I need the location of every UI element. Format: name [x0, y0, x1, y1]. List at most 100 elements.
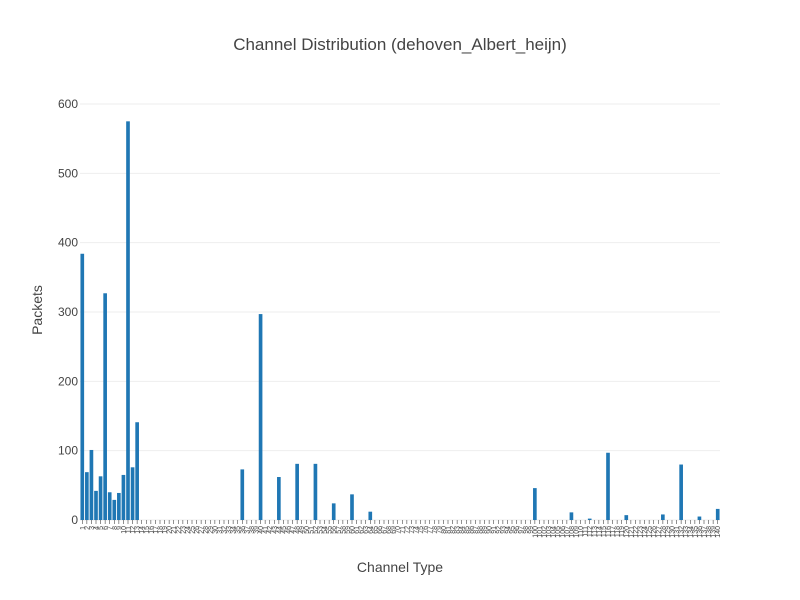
x-tick-label: 20: [167, 526, 174, 534]
x-tick-label: 122: [633, 526, 640, 538]
x-tick-label: 115: [601, 526, 608, 537]
x-tick-label: 10: [121, 526, 128, 534]
x-tick-label: 55: [327, 526, 334, 534]
bar: [295, 463, 299, 520]
bar: [135, 422, 139, 520]
bar: [94, 490, 98, 520]
x-tick-label: 102: [542, 526, 549, 538]
bar: [85, 472, 89, 520]
bar: [240, 469, 245, 520]
x-tick-label: 137: [702, 526, 709, 538]
x-tick-label: 92: [496, 526, 503, 534]
bar: [661, 514, 665, 520]
x-tick-label: 41: [263, 526, 270, 534]
x-tick-label: 74: [414, 526, 421, 534]
x-tick-label: 104: [551, 526, 558, 538]
x-tick-label: 138: [706, 526, 713, 538]
x-tick-label: 84: [459, 526, 466, 534]
x-tick-label: 88: [478, 526, 485, 534]
x-tick-label: 109: [574, 526, 581, 538]
bar: [606, 452, 610, 520]
x-tick-label: 108: [569, 526, 576, 538]
x-tick-label: 140: [715, 526, 722, 538]
x-tick-label: 131: [674, 526, 681, 538]
bar: [313, 463, 318, 520]
x-tick-label: 70: [395, 526, 402, 534]
x-tick-label: 62: [359, 526, 366, 534]
x-tick-label: 50: [304, 526, 311, 534]
x-tick-label: 29: [208, 526, 215, 534]
x-tick-label: 36: [240, 526, 247, 534]
x-tick-label: 89: [482, 526, 489, 534]
x-tick-label: 127: [656, 526, 663, 538]
x-tick-label: 56: [331, 526, 338, 534]
x-tick-label: 118: [615, 526, 622, 537]
chart-title: Channel Distribution (dehoven_Albert_hei…: [233, 35, 567, 54]
x-tick-label: 33: [226, 526, 233, 534]
x-tick-label: 123: [638, 526, 645, 538]
x-tick-label: 87: [473, 526, 480, 534]
x-tick-label: 71: [400, 526, 407, 534]
x-tick-label: 25: [190, 526, 197, 534]
x-tick-label: 111: [583, 526, 590, 537]
x-tick-label: 93: [500, 526, 507, 534]
x-tick-label: 67: [382, 526, 389, 534]
x-tick-label: 114: [596, 526, 603, 537]
bar: [130, 467, 135, 520]
x-tick-label: 72: [404, 526, 411, 534]
x-tick-label: 34: [231, 526, 238, 534]
y-axis-label: Packets: [29, 285, 45, 335]
x-tick-label: 31: [217, 526, 224, 534]
x-tick-label: 49: [299, 526, 306, 534]
x-tick-label: 24: [185, 526, 192, 534]
x-tick-label: 19: [162, 526, 169, 534]
x-tick-label: 128: [660, 526, 667, 538]
x-tick-label: 45: [281, 526, 288, 534]
bar: [103, 293, 107, 520]
x-tick-label: 15: [144, 526, 151, 534]
x-tick-label: 7: [107, 526, 114, 530]
x-tick-label: 51: [308, 526, 315, 534]
x-tick-label: 38: [249, 526, 256, 534]
x-tick-label: 57: [336, 526, 343, 534]
x-tick-label: 136: [697, 526, 704, 538]
x-tick-label: 59: [345, 526, 352, 534]
y-tick-label: 300: [58, 305, 78, 319]
x-tick-label: 22: [176, 526, 183, 534]
x-tick-label: 18: [158, 526, 165, 534]
x-tick-label: 107: [564, 526, 571, 538]
x-tick-label: 133: [683, 526, 690, 538]
x-tick-label: 3: [89, 526, 96, 530]
x-tick-label: 23: [180, 526, 187, 534]
x-tick-label: 30: [212, 526, 219, 534]
x-tick-label: 119: [619, 526, 626, 537]
x-tick-label: 79: [436, 526, 443, 534]
x-tick-label: 132: [679, 526, 686, 538]
x-tick-label: 116: [606, 526, 613, 537]
x-tick-label: 85: [464, 526, 471, 534]
x-tick-label: 106: [560, 526, 567, 538]
x-tick-label: 126: [651, 526, 658, 538]
x-tick-label: 134: [688, 526, 695, 538]
x-tick-label: 4: [94, 526, 101, 530]
x-tick-label: 58: [340, 526, 347, 534]
bar: [112, 499, 117, 520]
x-tick-label: 17: [153, 526, 160, 534]
x-axis-label: Channel Type: [357, 559, 443, 575]
bar: [587, 518, 592, 520]
x-tick-label: 135: [692, 526, 699, 538]
x-tick-label: 78: [432, 526, 439, 534]
bar: [569, 512, 574, 520]
x-tick-label: 37: [244, 526, 251, 534]
x-tick-label: 54: [322, 526, 329, 534]
x-tick-label: 44: [276, 526, 283, 534]
y-tick-label: 400: [58, 236, 78, 250]
x-tick-label: 125: [647, 526, 654, 538]
x-tick-label: 81: [446, 526, 453, 534]
x-tick-label: 98: [523, 526, 530, 534]
x-tick-label: 86: [468, 526, 475, 534]
x-tick-label: 52: [313, 526, 320, 534]
x-tick-label: 130: [670, 526, 677, 538]
bar: [624, 515, 629, 520]
